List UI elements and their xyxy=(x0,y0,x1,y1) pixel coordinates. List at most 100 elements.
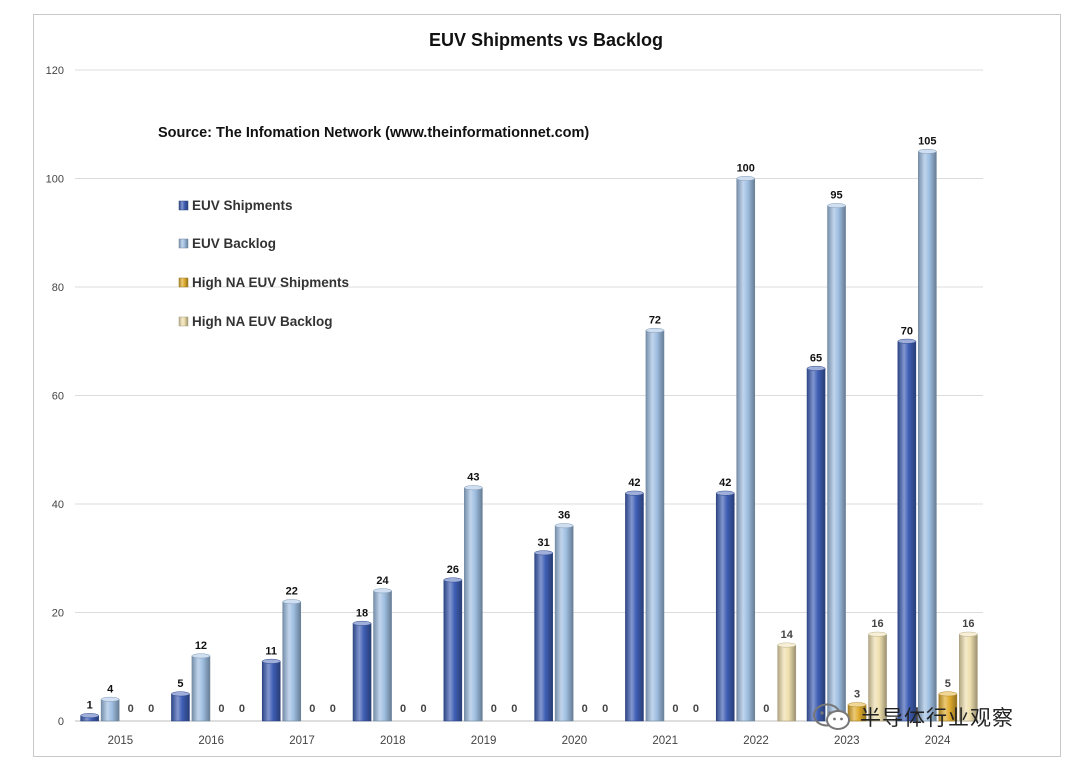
bar xyxy=(171,693,190,722)
data-label: 42 xyxy=(628,477,640,489)
data-label: 0 xyxy=(693,703,699,715)
data-label: 0 xyxy=(491,703,497,715)
bar xyxy=(645,330,665,722)
data-label: 0 xyxy=(239,703,245,715)
watermark-text: 半导体行业观察 xyxy=(860,706,1014,730)
data-label: 14 xyxy=(781,629,794,641)
bar-cap xyxy=(716,490,735,496)
bar xyxy=(373,590,392,722)
data-label: 0 xyxy=(400,703,406,715)
data-label: 0 xyxy=(128,703,134,715)
wechat-icon xyxy=(813,703,850,730)
watermark: 半导体行业观察 xyxy=(812,702,1014,732)
bar-cap xyxy=(625,490,644,496)
y-tick-label: 40 xyxy=(52,499,64,511)
data-label: 0 xyxy=(582,703,588,715)
data-label: 70 xyxy=(901,325,913,337)
data-label: 36 xyxy=(558,510,570,522)
data-label: 18 xyxy=(356,607,368,619)
bar-cap xyxy=(897,338,917,344)
data-label: 42 xyxy=(719,477,731,489)
data-label: 0 xyxy=(218,703,224,715)
bar-cap xyxy=(373,588,392,594)
data-label: 0 xyxy=(420,703,426,715)
x-tick-label: 2018 xyxy=(380,735,406,747)
bar-cap xyxy=(352,620,372,626)
bar xyxy=(806,368,826,722)
bar xyxy=(554,525,574,722)
x-tick-label: 2019 xyxy=(471,735,497,747)
y-tick-label: 100 xyxy=(46,174,64,186)
legend-label: EUV Backlog xyxy=(192,236,276,251)
data-label: 1 xyxy=(87,700,93,712)
bar xyxy=(897,340,917,722)
x-tick-label: 2016 xyxy=(198,735,224,747)
data-label: 65 xyxy=(810,352,822,364)
legend-label: High NA EUV Shipments xyxy=(192,275,349,290)
bar xyxy=(736,178,756,722)
bar xyxy=(191,655,211,722)
bar-cap xyxy=(736,176,755,181)
bar-cap xyxy=(100,696,120,702)
bar-cap xyxy=(827,203,846,209)
data-label: 0 xyxy=(763,703,769,715)
bar-cap xyxy=(806,365,826,371)
legend-swatch xyxy=(178,277,189,288)
bar xyxy=(100,698,120,722)
data-label: 95 xyxy=(830,190,842,202)
legend-swatch xyxy=(178,238,189,249)
bar xyxy=(715,492,735,722)
data-label: 0 xyxy=(148,703,154,715)
x-tick-label: 2015 xyxy=(108,735,134,747)
data-label: 26 xyxy=(447,564,459,576)
data-label: 0 xyxy=(309,703,315,715)
bar xyxy=(918,151,937,722)
bar-cap xyxy=(171,691,190,697)
bar xyxy=(282,601,302,722)
bar xyxy=(827,205,846,722)
data-label: 16 xyxy=(871,618,883,630)
bar xyxy=(777,644,797,722)
legend-label: High NA EUV Backlog xyxy=(192,314,333,329)
source-annotation: Source: The Infomation Network (www.thei… xyxy=(158,125,589,141)
x-tick-label: 2020 xyxy=(562,735,588,747)
y-tick-label: 60 xyxy=(52,391,64,403)
bar-cap xyxy=(918,148,937,154)
bar-cap xyxy=(191,653,211,659)
legend-swatch xyxy=(178,316,189,327)
bar xyxy=(352,623,372,722)
bar xyxy=(443,579,463,722)
bar-cap xyxy=(777,642,796,648)
data-label: 72 xyxy=(649,314,661,326)
y-tick-label: 0 xyxy=(58,716,64,728)
bar-cap xyxy=(645,327,665,333)
bar-cap xyxy=(443,577,463,583)
y-tick-label: 120 xyxy=(46,65,64,77)
data-label: 5 xyxy=(177,678,183,690)
bar-cap xyxy=(959,631,978,637)
data-label: 31 xyxy=(538,537,550,549)
bar xyxy=(261,661,281,722)
x-tick-label: 2023 xyxy=(834,735,860,747)
data-label: 4 xyxy=(107,683,114,695)
data-label: 0 xyxy=(511,703,517,715)
bar-cap xyxy=(554,523,574,529)
data-label: 11 xyxy=(265,645,277,657)
legend-swatch xyxy=(178,200,189,211)
bar-cap xyxy=(868,631,887,637)
bar-cap xyxy=(282,599,301,605)
data-label: 0 xyxy=(672,703,678,715)
bar xyxy=(625,492,644,722)
bar-cap xyxy=(534,550,553,556)
data-label: 24 xyxy=(376,575,389,587)
data-label: 3 xyxy=(854,689,860,701)
bar-cap xyxy=(938,691,958,697)
data-label: 43 xyxy=(467,472,479,484)
data-label: 5 xyxy=(945,678,951,690)
data-label: 100 xyxy=(737,163,755,175)
data-label: 105 xyxy=(918,135,936,147)
data-label: 0 xyxy=(602,703,608,715)
legend-label: EUV Shipments xyxy=(192,198,293,213)
bar xyxy=(464,487,483,722)
